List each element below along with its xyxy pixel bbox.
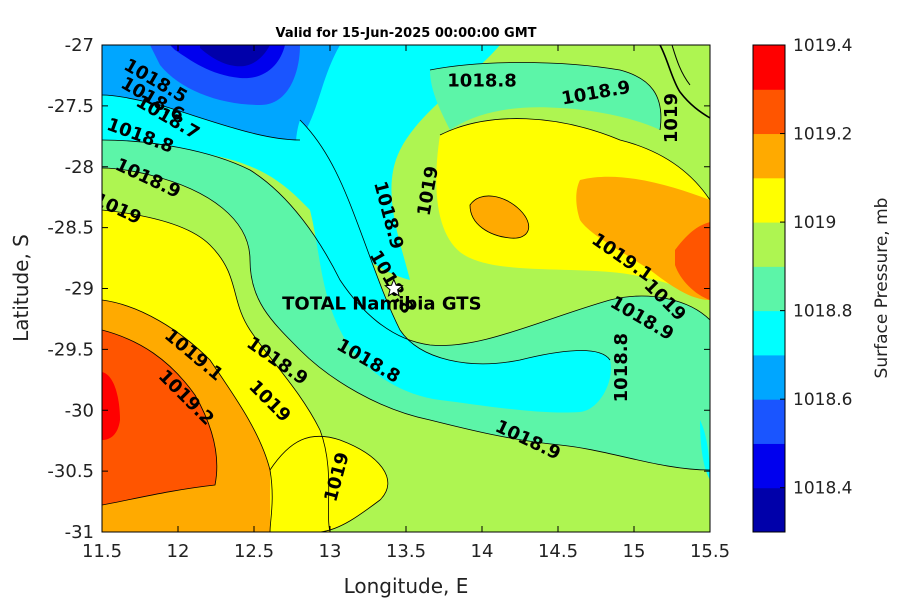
- y-tick-label: -29: [65, 279, 94, 300]
- colorbar-segment: [753, 222, 785, 267]
- y-tick-label: -31: [65, 522, 94, 543]
- x-axis-label: Longitude, E: [344, 574, 469, 598]
- x-tick-label: 13: [319, 541, 342, 562]
- y-axis-ticks: -27 -27.5 -28 -28.5 -29 -29.5 -30 -30.5 -31: [47, 35, 710, 543]
- x-tick-label: 12.5: [234, 541, 274, 562]
- colorbar-tick-label: 1018.6: [793, 390, 852, 410]
- coastline: [659, 45, 710, 119]
- contour-label: 1018.8: [447, 71, 516, 92]
- y-tick-label: -27.5: [47, 96, 94, 117]
- contour-lines: [102, 62, 710, 532]
- colorbar-frame: [752, 44, 786, 533]
- x-tick-label: 11.5: [82, 541, 122, 562]
- station-label: TOTAL Namibia GTS: [282, 294, 481, 315]
- y-tick-label: -30: [65, 400, 94, 421]
- x-axis-ticks: 11.5 12 12.5 13 13.5 14 14.5 15 15.5: [82, 45, 730, 562]
- colorbar-tick-label: 1018.4: [793, 479, 852, 499]
- colorbar-segment: [753, 443, 785, 489]
- colorbar-segment: [753, 133, 785, 179]
- chart-title: Valid for 15-Jun-2025 00:00:00 GMT: [276, 26, 537, 41]
- y-tick-label: -28.5: [47, 218, 94, 239]
- colorbar-ticks: 1019.4 1019.2 1019 1018.8 1018.6 1018.4: [780, 36, 852, 499]
- x-tick-label: 15: [623, 541, 646, 562]
- colorbar: [753, 45, 785, 533]
- y-axis-label: Latitude, S: [9, 234, 33, 342]
- colorbar-tick-label: 1019: [793, 213, 836, 233]
- colorbar-segment: [753, 310, 785, 356]
- colorbar-segment: [753, 89, 785, 135]
- colorbar-segment: [753, 177, 785, 223]
- y-tick-label: -30.5: [47, 461, 94, 482]
- colorbar-segment: [753, 45, 785, 90]
- contour-label: 1019: [661, 93, 682, 143]
- river-line: [671, 45, 691, 86]
- station-group: TOTAL Namibia GTS: [282, 278, 482, 315]
- colorbar-label: Surface Pressure, mb: [872, 198, 892, 379]
- contour-label: 1018.8: [611, 333, 632, 402]
- colorbar-tick-label: 1018.8: [793, 302, 852, 322]
- x-tick-label: 14: [471, 541, 494, 562]
- colorbar-segment: [753, 266, 785, 312]
- colorbar-segment: [753, 399, 785, 444]
- y-tick-label: -29.5: [47, 339, 94, 360]
- x-tick-label: 13.5: [386, 541, 426, 562]
- colorbar-segment: [753, 487, 785, 533]
- station-star-icon: [384, 278, 404, 297]
- x-tick-label: 12: [167, 541, 190, 562]
- colorbar-tick-label: 1019.2: [793, 125, 852, 145]
- colorbar-tick-label: 1019.4: [793, 36, 852, 56]
- y-tick-label: -28: [65, 157, 94, 178]
- contour-field: [102, 45, 710, 532]
- x-tick-label: 14.5: [538, 541, 578, 562]
- x-tick-label: 15.5: [690, 541, 730, 562]
- colorbar-segment: [753, 354, 785, 400]
- y-tick-label: -27: [65, 35, 94, 56]
